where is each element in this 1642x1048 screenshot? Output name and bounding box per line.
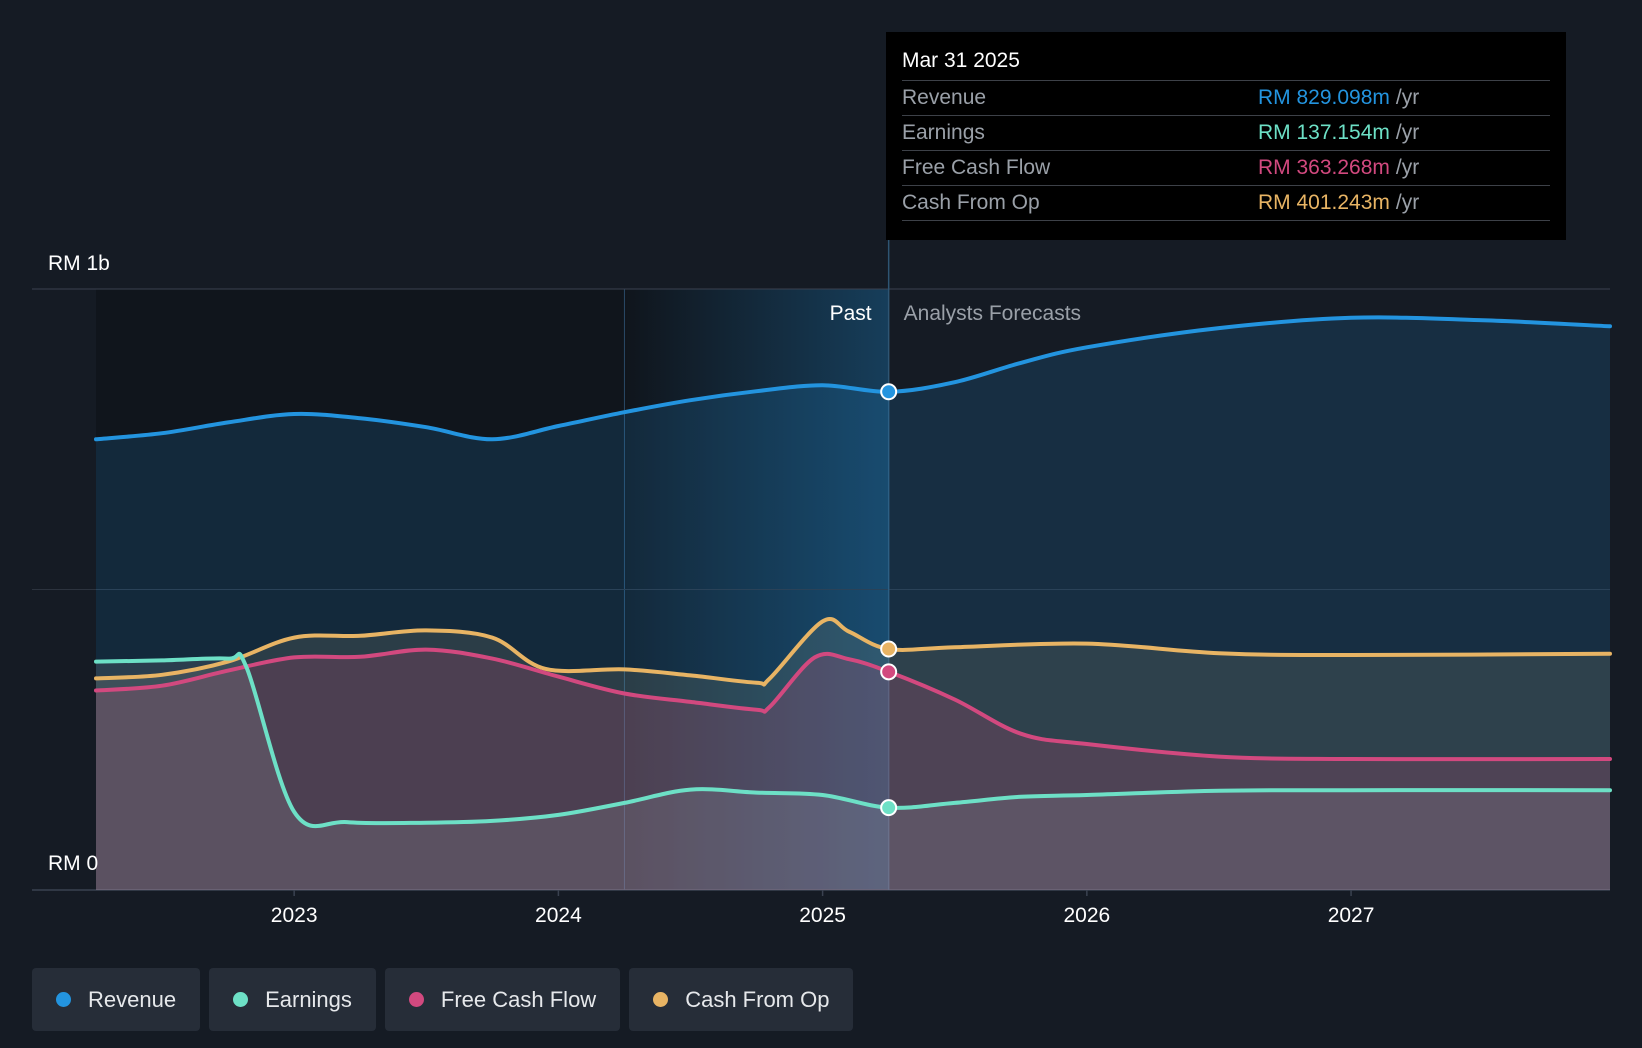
line-free-cash-flow	[94, 647, 1612, 762]
legend-label: Revenue	[88, 986, 177, 1012]
tooltip-value-revenue: RM 829.098m	[1258, 86, 1390, 109]
tooltip-label: Cash From Op	[902, 191, 1040, 214]
x-tick-label: 2026	[1063, 904, 1110, 927]
legend-dot-icon	[233, 992, 249, 1007]
tooltip-unit: /yr	[1395, 191, 1420, 214]
tooltip-row-earnings: Earnings RM 137.154m /yr	[902, 115, 1550, 150]
line-cash-from-op	[94, 617, 1612, 687]
tooltip-unit: /yr	[1395, 121, 1420, 144]
legend-item-cash-from-op[interactable]: Cash From Op	[629, 968, 854, 1031]
tooltip-row-cash-from-op: Cash From Op RM 401.243m /yr	[902, 185, 1550, 221]
tooltip-label: Earnings	[902, 121, 985, 144]
tooltip-value-earnings: RM 137.154m	[1258, 121, 1390, 144]
tooltip-value-cash-from-op: RM 401.243m	[1258, 191, 1390, 214]
legend-item-revenue[interactable]: Revenue	[32, 968, 201, 1031]
legend-item-free-cash-flow[interactable]: Free Cash Flow	[384, 968, 621, 1031]
line-revenue	[94, 315, 1612, 442]
tooltip-row-free-cash-flow: Free Cash Flow RM 363.268m /yr	[902, 150, 1550, 185]
legend-dot-icon	[56, 992, 71, 1007]
marker-revenue	[880, 383, 898, 401]
x-tick-label: 2024	[535, 904, 582, 927]
y-axis-label-zero: RM 0	[48, 852, 99, 875]
tooltip-label: Free Cash Flow	[902, 156, 1051, 179]
marker-free-cash-flow	[880, 663, 898, 681]
legend-dot-icon	[408, 992, 424, 1007]
tooltip-unit: /yr	[1395, 86, 1420, 109]
area-free-cash-flow	[96, 649, 1610, 890]
area-revenue	[96, 317, 1610, 890]
y-axis-label-top: RM 1b	[48, 252, 110, 275]
x-tick-label: 2027	[1328, 904, 1375, 927]
data-tooltip: Mar 31 2025 Revenue RM 829.098m /yr Earn…	[886, 32, 1566, 240]
tooltip-date: Mar 31 2025	[902, 49, 1020, 72]
marker-earnings	[880, 799, 898, 817]
past-label: Past	[830, 302, 872, 325]
marker-cash-from-op	[880, 640, 898, 658]
legend-label: Cash From Op	[685, 986, 830, 1012]
legend-dot-icon	[653, 992, 669, 1007]
tooltip-unit: /yr	[1395, 156, 1420, 179]
tooltip-row-revenue: Revenue RM 829.098m /yr	[902, 80, 1550, 115]
legend-label: Free Cash Flow	[440, 986, 597, 1012]
x-tick-label: 2023	[271, 904, 318, 927]
area-earnings	[96, 653, 1610, 890]
legend-label: Earnings	[265, 986, 352, 1012]
chart-legend: Revenue Earnings Free Cash Flow Cash Fro…	[32, 968, 854, 1031]
x-tick-label: 2025	[799, 904, 846, 927]
tooltip-value-free-cash-flow: RM 363.268m	[1258, 156, 1390, 179]
line-earnings	[94, 651, 1612, 829]
legend-item-earnings[interactable]: Earnings	[209, 968, 376, 1031]
tooltip-label: Revenue	[902, 86, 987, 109]
forecast-label: Analysts Forecasts	[904, 302, 1081, 325]
